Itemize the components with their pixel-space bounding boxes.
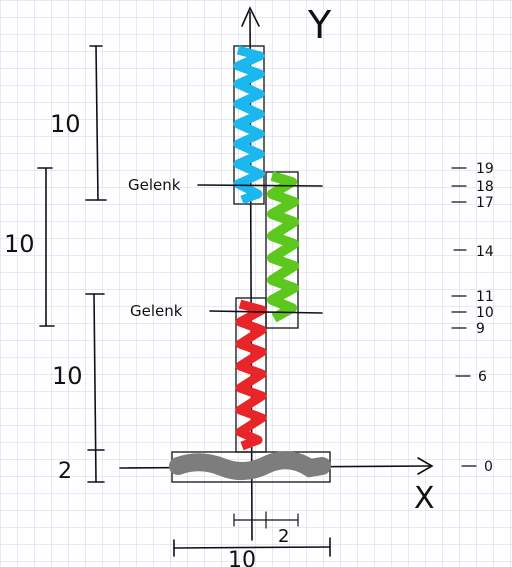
left-dimension-middle-value: 10 bbox=[4, 230, 35, 258]
blue-arm-segment bbox=[233, 45, 265, 205]
right-tick-label: 19 bbox=[476, 161, 494, 177]
upper-joint-marker bbox=[197, 184, 323, 187]
right-tick-scale: 19 18 17 14 11 10 9 6 0 bbox=[451, 161, 494, 475]
right-tick-label: 14 bbox=[476, 244, 494, 260]
right-tick-label: 9 bbox=[476, 321, 485, 337]
y-axis-label: Y bbox=[307, 3, 332, 47]
left-dimension-bottom-value: 10 bbox=[52, 362, 83, 390]
bottom-dimension-overall bbox=[173, 537, 331, 557]
right-tick-label: 10 bbox=[476, 305, 494, 321]
lower-joint-marker bbox=[209, 310, 323, 314]
x-axis-label: X bbox=[414, 481, 435, 516]
lower-joint-label: Gelenk bbox=[130, 302, 183, 320]
left-dimension-base-value: 2 bbox=[58, 459, 72, 484]
left-dimension-top bbox=[85, 45, 107, 201]
right-tick-label: 17 bbox=[476, 195, 494, 211]
right-tick-label: 6 bbox=[478, 369, 487, 385]
bottom-dimension-offset bbox=[233, 511, 299, 529]
gray-base-segment bbox=[169, 451, 331, 483]
right-tick-label: 11 bbox=[476, 289, 494, 305]
left-dimension-bottom bbox=[85, 293, 105, 483]
bottom-dimension-offset-value: 2 bbox=[278, 526, 289, 547]
left-dimension-middle bbox=[37, 167, 55, 327]
bottom-dimension-overall-value: 10 bbox=[228, 548, 256, 567]
right-tick-label: 18 bbox=[476, 179, 494, 195]
right-tick-label: 0 bbox=[484, 459, 493, 475]
upper-joint-label: Gelenk bbox=[128, 176, 181, 194]
left-dimension-top-value: 10 bbox=[50, 110, 81, 138]
green-arm-segment bbox=[265, 171, 299, 329]
